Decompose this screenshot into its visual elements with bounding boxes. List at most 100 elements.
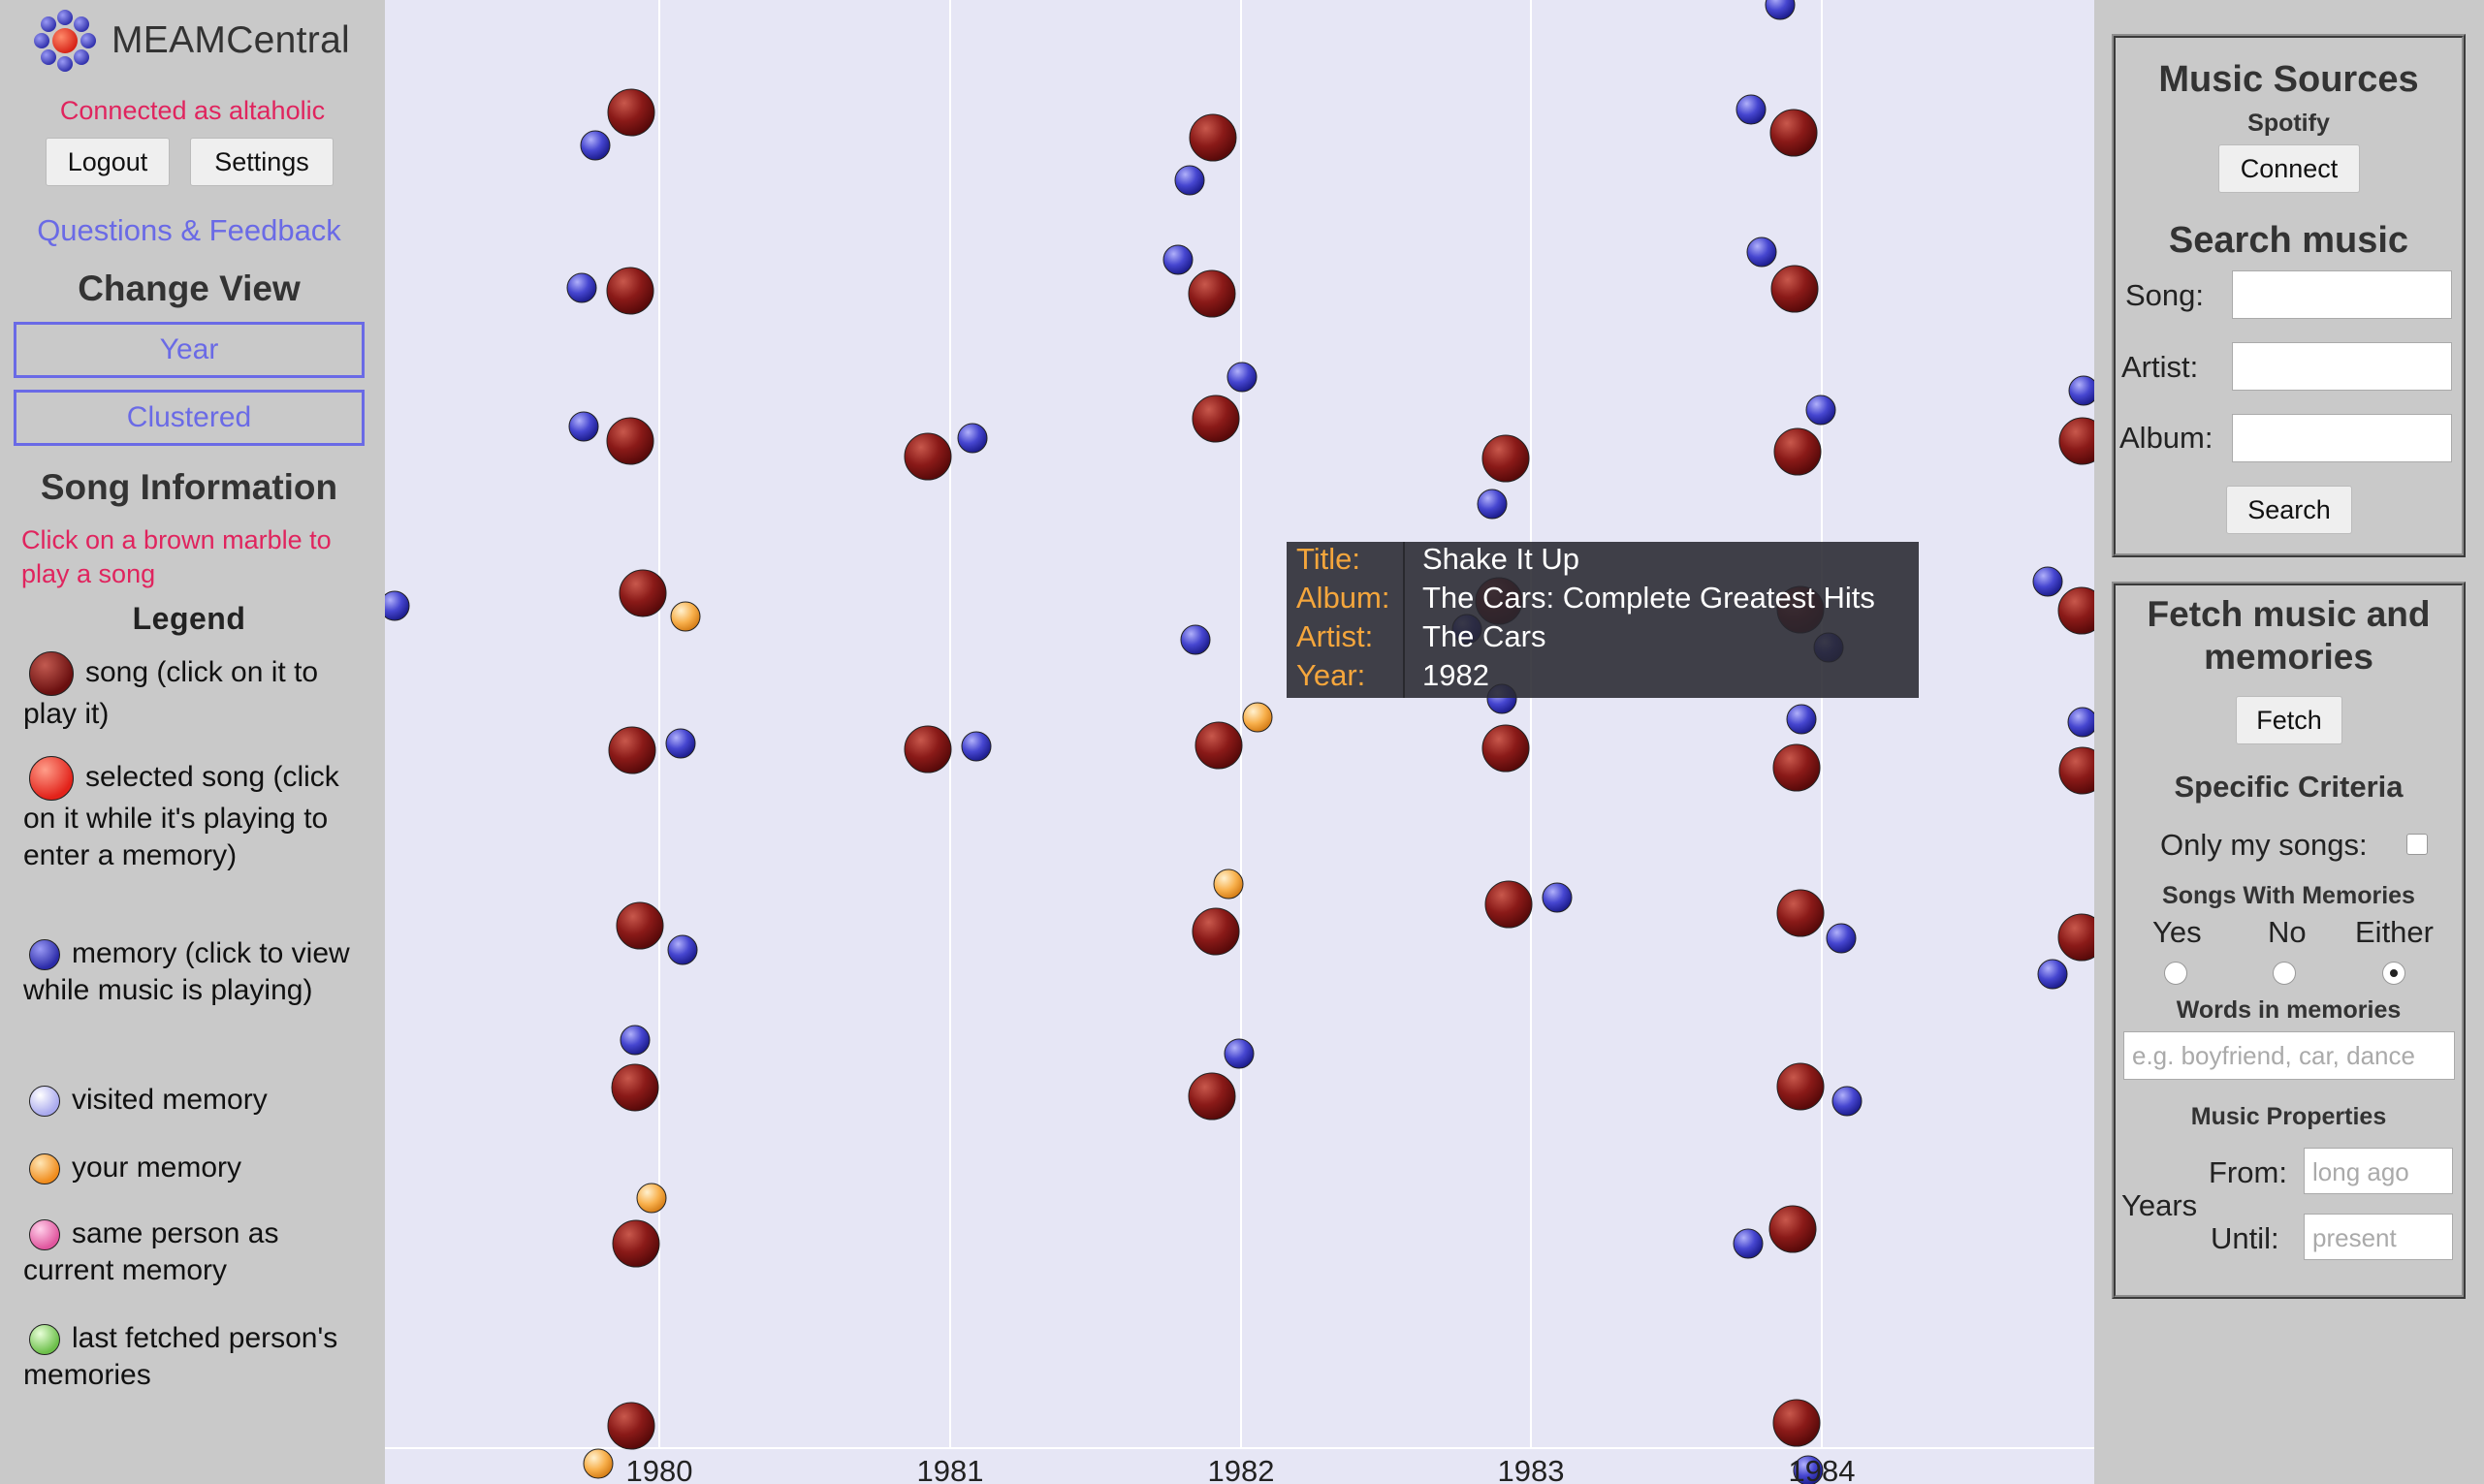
song-marble[interactable] [1481,724,1530,773]
memory-marble[interactable] [566,272,597,303]
song-marble[interactable] [1768,1205,1817,1253]
memory-marble[interactable] [2037,959,2068,990]
your-memory-marble[interactable] [583,1448,614,1479]
song-tooltip: Title: Shake It Up Album: The Cars: Comp… [1287,542,1919,698]
song-marble[interactable] [607,88,655,137]
memories-either-radio[interactable] [2382,962,2405,985]
memory-marble[interactable] [2068,375,2094,406]
song-marble[interactable] [1770,265,1819,313]
tooltip-album-key: Album: [1296,581,1390,615]
memory-marble[interactable] [665,728,696,759]
song-marble[interactable] [608,726,656,774]
song-marble[interactable] [611,1063,659,1112]
memory-marble[interactable] [667,934,698,965]
memory-marble[interactable] [1477,489,1508,520]
song-marble[interactable] [606,417,654,465]
memory-marble[interactable] [1805,395,1836,426]
tooltip-year-value: 1982 [1422,658,1489,692]
memory-marble[interactable] [957,423,988,454]
memories-yes-radio[interactable] [2164,962,2187,985]
album-input[interactable] [2232,414,2452,462]
words-in-memories-input[interactable]: e.g. boyfriend, car, dance [2123,1031,2455,1080]
memory-marble[interactable] [1180,624,1211,655]
memory-marble[interactable] [961,731,992,762]
song-marble[interactable] [904,432,952,481]
song-marble[interactable] [1772,743,1821,792]
songs-with-memories-heading: Songs With Memories [2162,882,2415,909]
song-marble[interactable] [2057,913,2094,962]
song-marble[interactable] [904,725,952,774]
song-marble[interactable] [1194,721,1243,770]
song-marble[interactable] [1192,907,1240,956]
memory-marble[interactable] [1224,1038,1255,1069]
song-input[interactable] [2232,270,2452,319]
until-year-input[interactable]: present [2304,1214,2453,1260]
tooltip-year-key: Year: [1296,658,1366,692]
artist-input[interactable] [2232,342,2452,391]
from-year-input[interactable]: long ago [2304,1148,2453,1194]
song-marble[interactable] [1769,109,1818,157]
memory-marble[interactable] [1733,1228,1764,1259]
memory-marble[interactable] [1542,882,1573,913]
memory-marble[interactable] [1831,1086,1863,1117]
memories-no-radio[interactable] [2273,962,2296,985]
song-marble[interactable] [1189,113,1237,162]
song-marble[interactable] [612,1219,660,1268]
your-memory-marble[interactable] [636,1183,667,1214]
song-marble[interactable] [2057,586,2094,635]
song-marble[interactable] [2058,746,2094,795]
memory-marble[interactable] [1736,94,1767,125]
memory-marble[interactable] [620,1025,651,1056]
only-my-songs-label: Only my songs: [2160,828,2368,862]
until-label: Until: [2211,1221,2279,1255]
memory-marble[interactable] [1746,237,1777,268]
memory-marble[interactable] [385,590,410,621]
memory-marble[interactable] [1226,362,1258,393]
song-marble[interactable] [1188,269,1236,318]
memory-marble[interactable] [1765,0,1796,20]
song-marble[interactable] [1481,434,1530,483]
memory-marble[interactable] [2067,707,2094,738]
song-marble[interactable] [1773,427,1822,476]
song-marble[interactable] [616,901,664,950]
memory-marble[interactable] [1162,244,1194,275]
feedback-link[interactable]: Questions & Feedback [37,213,341,247]
song-marble[interactable] [1776,1062,1825,1111]
years-label: Years [2121,1188,2198,1222]
fetch-button[interactable]: Fetch [2236,696,2342,744]
from-label: From: [2209,1155,2287,1189]
memory-marble[interactable] [1174,165,1205,196]
song-marble[interactable] [1772,1399,1821,1447]
song-marble[interactable] [606,267,654,315]
song-marble[interactable] [607,1402,655,1450]
view-clustered-button[interactable]: Clustered [14,390,365,446]
song-marble[interactable] [1484,880,1533,929]
logout-button[interactable]: Logout [46,138,170,186]
fetch-heading: Fetch music and memories [2147,594,2431,677]
song-marble[interactable] [1776,889,1825,937]
your-memory-marble[interactable] [670,601,701,632]
memory-marble[interactable] [568,411,599,442]
song-marble[interactable] [1188,1072,1236,1121]
timeline-view[interactable]: 1980 1981 1982 1983 1984 Title: Shake It Up … [385,0,2094,1484]
selected-song-marble-icon [29,756,74,801]
memory-marble[interactable] [580,130,611,161]
legend-item-same-person: same person as current memory [23,1217,279,1286]
settings-button[interactable]: Settings [190,138,334,186]
connect-button[interactable]: Connect [2218,144,2360,193]
song-marble[interactable] [619,569,667,617]
only-my-songs-checkbox[interactable] [2406,834,2428,855]
memory-marble[interactable] [1786,704,1817,735]
visited-memory-marble-icon [29,1086,60,1118]
memory-marble[interactable] [1793,1455,1824,1484]
song-marble[interactable] [2058,417,2094,465]
memory-marble[interactable] [1826,923,1857,954]
search-button[interactable]: Search [2226,486,2352,534]
view-year-button[interactable]: Year [14,322,365,378]
memories-no-label: No [2268,915,2307,949]
your-memory-marble[interactable] [1242,702,1273,733]
memory-marble[interactable] [2032,566,2063,597]
your-memory-marble[interactable] [1213,868,1244,900]
tooltip-title-value: Shake It Up [1422,542,1579,576]
song-marble[interactable] [1192,395,1240,443]
